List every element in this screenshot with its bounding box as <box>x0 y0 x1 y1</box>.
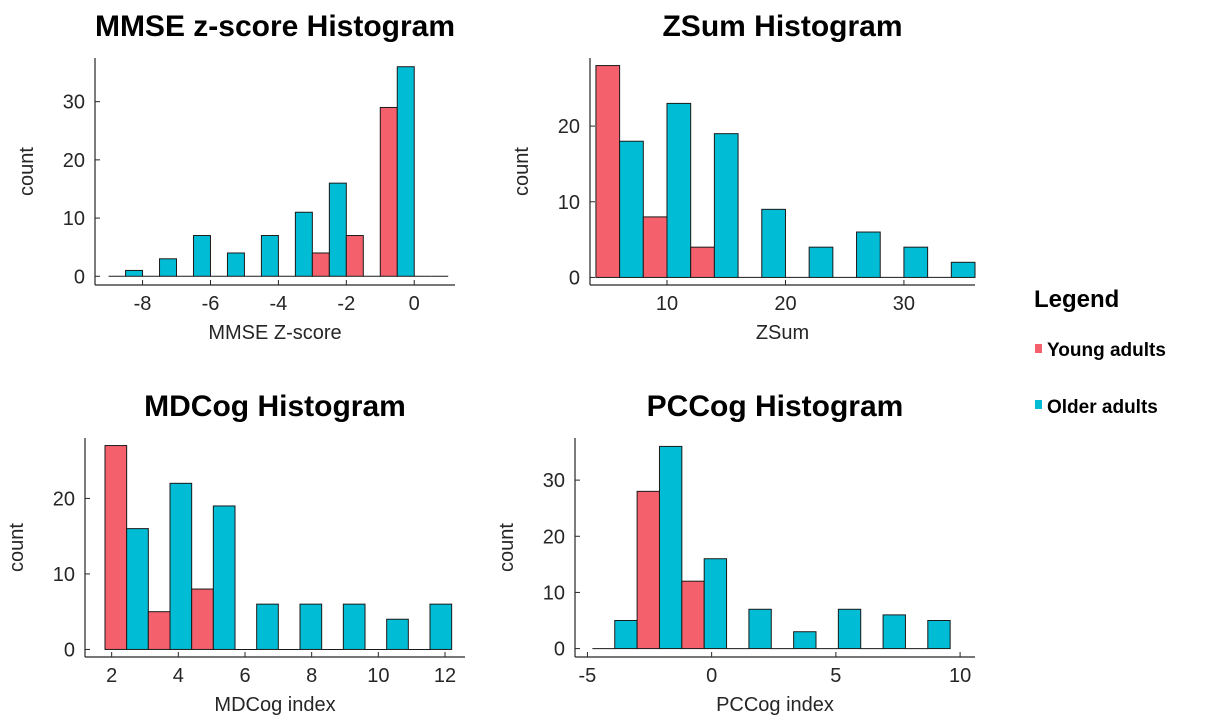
x-tick-label: -4 <box>269 293 287 315</box>
bar-older <box>856 231 881 278</box>
bar-older <box>260 235 279 277</box>
x-axis-label: MDCog index <box>214 694 335 716</box>
x-tick-label: -8 <box>134 293 152 315</box>
bar-older <box>950 261 976 278</box>
bar-older <box>386 618 409 650</box>
bar-older <box>793 631 817 650</box>
bar-young <box>345 235 364 277</box>
chart-panel-1: ZSum Histogram 10 20 30 0 10 20 ZSum count <box>511 10 976 344</box>
x-tick-label: 4 <box>173 665 184 687</box>
bar-older <box>666 102 692 278</box>
bar-older <box>882 614 906 650</box>
bar-older <box>614 620 638 650</box>
bar-young <box>690 246 715 278</box>
chart-panel-2: MDCog Histogram 2 4 6 8 10 12 0 10 20 MDCog index c… <box>6 390 465 716</box>
bar-young <box>379 106 398 277</box>
bar-young <box>147 611 171 650</box>
x-tick-label: 10 <box>949 665 971 687</box>
y-axis-label: count <box>16 147 38 196</box>
x-axis-label: MMSE Z-score <box>208 322 341 344</box>
bar-older <box>226 252 245 277</box>
bar-older <box>125 269 144 277</box>
y-tick-label: 10 <box>53 564 75 586</box>
chart-panel-0: MMSE z-score Histogram -8 -6 -4 -2 0 0 10 20 30 MM… <box>16 10 455 344</box>
bar-older <box>328 182 347 277</box>
y-tick-label: 10 <box>558 192 580 214</box>
x-tick-label: 0 <box>706 665 717 687</box>
y-axis-label: count <box>6 523 28 572</box>
bar-young <box>636 490 660 650</box>
x-tick-label: 5 <box>830 665 841 687</box>
y-tick-label: 0 <box>64 639 75 661</box>
y-tick-label: 10 <box>63 208 85 230</box>
x-axis-label: PCCog index <box>716 694 834 716</box>
y-tick-label: 20 <box>558 116 580 138</box>
chart-title: PCCog Histogram <box>647 390 904 423</box>
bar-older <box>159 258 178 277</box>
y-tick-label: 0 <box>554 639 565 661</box>
bar-older <box>927 620 951 650</box>
bar-older <box>299 603 323 650</box>
chart-panel-3: PCCog Histogram -5 0 5 10 0 10 20 30 PCCog index c… <box>496 390 975 716</box>
legend-title: Legend <box>1034 286 1119 313</box>
legend-label-young: Young adults <box>1047 340 1166 361</box>
legend-swatch-young <box>1035 344 1042 353</box>
chart-title: MDCog Histogram <box>144 390 406 423</box>
bar-young <box>191 588 214 650</box>
bar-older <box>256 603 279 650</box>
chart-panels: MMSE z-score Histogram-8 -6 -4 -2 00102030MM… <box>6 10 976 716</box>
x-tick-label: 20 <box>774 293 796 315</box>
bar-older <box>126 528 149 650</box>
y-tick-label: 30 <box>63 92 85 114</box>
y-tick-label: 20 <box>63 150 85 172</box>
x-tick-label: 8 <box>306 665 317 687</box>
bar-older <box>713 133 739 278</box>
x-axis-label: ZSum <box>756 322 809 344</box>
x-tick-label: -6 <box>202 293 220 315</box>
y-axis-label: count <box>496 523 518 572</box>
legend-label-older: Older adults <box>1047 397 1158 418</box>
x-tick-label: 10 <box>656 293 678 315</box>
x-tick-label: 6 <box>239 665 250 687</box>
bar-older <box>619 140 644 278</box>
bar-older <box>169 482 193 650</box>
y-tick-label: 30 <box>543 470 565 492</box>
bar-young <box>104 445 128 650</box>
y-axis-label: count <box>511 147 533 196</box>
y-tick-label: 20 <box>53 488 75 510</box>
x-tick-label: 10 <box>367 665 389 687</box>
bar-older <box>192 235 211 277</box>
x-tick-label: -2 <box>337 293 355 315</box>
bar-older <box>903 246 929 278</box>
bar-young <box>311 252 330 277</box>
bar-older <box>658 445 683 650</box>
y-tick-label: 10 <box>543 582 565 604</box>
bar-older <box>342 603 366 650</box>
bar-older <box>703 558 728 650</box>
y-tick-label: 0 <box>569 267 580 289</box>
legend: Legend Young adults Older adults <box>1034 286 1166 418</box>
x-tick-label: 0 <box>409 293 420 315</box>
x-tick-label: 12 <box>434 665 456 687</box>
bar-older <box>748 608 772 650</box>
x-tick-label: 2 <box>106 665 117 687</box>
bar-older <box>396 66 415 277</box>
bar-older <box>294 211 313 277</box>
bar-older <box>212 505 236 650</box>
chart-title: ZSum Histogram <box>662 10 902 43</box>
chart-title: MMSE z-score Histogram <box>95 10 455 43</box>
y-tick-label: 20 <box>543 526 565 548</box>
legend-swatch-older <box>1035 400 1042 409</box>
bar-older <box>761 208 786 278</box>
y-tick-label: 0 <box>74 266 85 288</box>
bar-older <box>429 603 453 650</box>
x-tick-label: -5 <box>579 665 597 687</box>
bar-young <box>681 580 705 650</box>
bar-older <box>808 246 834 278</box>
bar-young <box>595 65 621 278</box>
bar-young <box>642 216 668 278</box>
bar-older <box>837 608 862 650</box>
x-tick-label: 30 <box>893 293 915 315</box>
